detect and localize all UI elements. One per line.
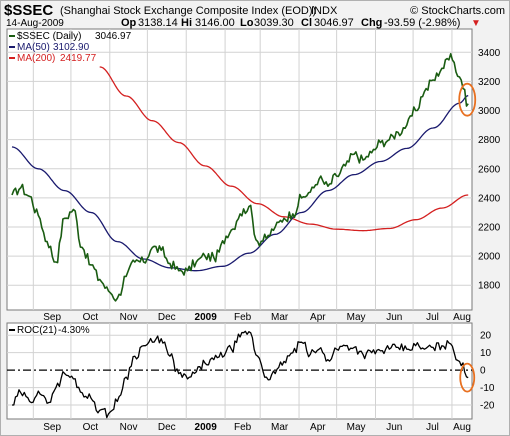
roc-x-tick-label: Mar	[271, 422, 289, 433]
legend-price-value: 3046.97	[95, 31, 132, 42]
roc-x-tick-label: Sep	[43, 422, 61, 433]
price-legend: $SSEC (Daily) 3046.97 MA(50) 3102.90 MA(…	[9, 31, 132, 64]
roc-line	[12, 330, 469, 419]
legend-ma200-name: MA(200)	[17, 53, 55, 64]
roc-x-tick-label: Apr	[310, 422, 326, 433]
quote-row: Op 3138.14 Hi 3146.00 Lo 3039.30 Cl 3046…	[121, 17, 481, 29]
price-x-tick-label: Apr	[310, 312, 326, 323]
index-name: (Shanghai Stock Exchange Composite Index…	[60, 5, 316, 17]
price-y-tick-label: 2200	[478, 223, 501, 234]
price-y-tick-label: 2800	[478, 135, 501, 146]
price-x-tick-label: Jun	[386, 312, 402, 323]
roc-x-tick-label: Aug	[453, 422, 471, 433]
price-x-tick-label: 2009	[195, 312, 218, 323]
price-y-tick-labels: 1800 2000 2200 2400 2600 2800 3000 3200 3400	[478, 48, 501, 292]
open-label: Op	[121, 17, 137, 29]
roc-y-tick-label: 10	[480, 348, 492, 359]
price-x-tick-label: Nov	[120, 312, 138, 323]
roc-x-tick-label: Dec	[158, 422, 176, 433]
copyright-label: © StockCharts.com	[410, 5, 505, 17]
quote-date: 14-Aug-2009	[6, 18, 64, 29]
price-x-tick-label: Aug	[453, 312, 471, 323]
roc-x-tick-label: Oct	[83, 422, 99, 433]
price-x-tick-label: Jul	[426, 312, 439, 323]
price-x-tick-label: Feb	[234, 312, 252, 323]
close-label: Cl	[301, 17, 312, 29]
roc-x-tick-label: May	[347, 422, 366, 433]
roc-x-tick-label: Feb	[234, 422, 252, 433]
close-value: 3046.97	[314, 17, 354, 29]
price-y-tick-label: 2000	[478, 252, 501, 263]
roc-x-tick-label: Jun	[386, 422, 402, 433]
open-value: 3138.14	[138, 17, 178, 29]
price-line	[11, 52, 469, 302]
legend-roc-name: ROC(21)	[17, 325, 57, 336]
change-arrow-icon: ▼	[471, 18, 481, 29]
price-x-tick-label: Mar	[271, 312, 289, 323]
price-y-tick-label: 2600	[478, 164, 501, 175]
legend-ma50-name: MA(50)	[17, 42, 50, 53]
price-x-tick-labels: Sep Oct Nov Dec 2009 Feb Mar Apr May Jun Jul Aug	[43, 312, 471, 323]
ma200-line	[99, 66, 469, 232]
roc-y-tick-label: -10	[480, 383, 495, 394]
high-label: Hi	[181, 17, 192, 29]
price-panel	[6, 28, 473, 311]
price-y-tick-label: 1800	[478, 281, 501, 292]
legend-ma50-value: 3102.90	[53, 42, 90, 53]
roc-panel	[6, 322, 473, 420]
ma50-line	[11, 94, 469, 272]
roc-x-tick-label: Jul	[426, 422, 439, 433]
symbol-title: $SSEC	[4, 2, 53, 19]
price-y-tick-label: 2400	[478, 193, 501, 204]
roc-y-tick-labels: -20 -10 0 10 20	[480, 331, 495, 412]
legend-ma200-value: 2419.77	[60, 53, 97, 64]
legend-price-name: $SSEC (Daily)	[17, 31, 81, 42]
roc-x-tick-label: 2009	[195, 422, 218, 433]
roc-highlight-ellipse	[459, 362, 476, 393]
high-value: 3146.00	[195, 17, 235, 29]
price-y-tick-label: 3200	[478, 77, 501, 88]
exchange-label: INDX	[311, 5, 338, 17]
change-label: Chg	[361, 17, 382, 29]
roc-y-tick-label: -20	[480, 401, 495, 412]
roc-x-tick-label: Nov	[120, 422, 138, 433]
price-x-tick-label: May	[347, 312, 366, 323]
price-x-tick-label: Sep	[43, 312, 61, 323]
roc-legend: ROC(21) -4.30%	[9, 325, 90, 336]
price-x-tick-label: Dec	[158, 312, 176, 323]
roc-y-tick-label: 0	[480, 366, 486, 377]
price-highlight-ellipse	[458, 82, 477, 117]
roc-x-tick-labels: Sep Oct Nov Dec 2009 Feb Mar Apr May Jun Jul Aug	[43, 422, 471, 433]
legend-roc-value: -4.30%	[58, 325, 90, 336]
low-value: 3039.30	[254, 17, 294, 29]
price-x-tick-label: Oct	[83, 312, 99, 323]
roc-y-tick-label: 20	[480, 331, 492, 342]
low-label: Lo	[240, 17, 254, 29]
price-y-tick-label: 3000	[478, 106, 501, 117]
price-y-tick-label: 3400	[478, 48, 501, 59]
change-value: -93.59 (-2.98%)	[384, 17, 460, 29]
